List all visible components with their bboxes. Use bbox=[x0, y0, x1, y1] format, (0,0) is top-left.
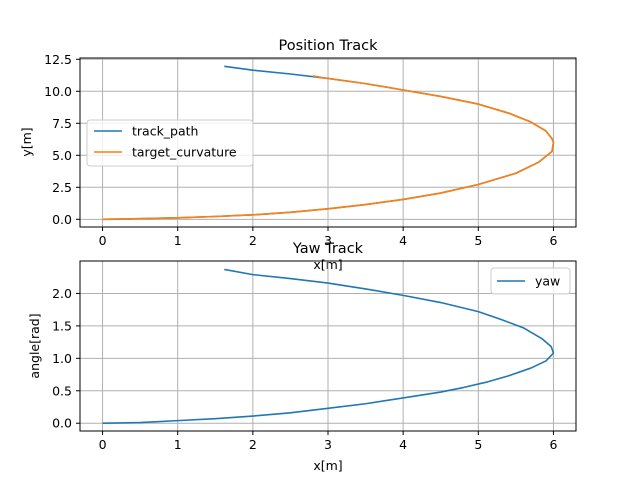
position-ticks: 0 1 2 3 4 5 6 0.0 2.5 5.0 7.5 10.0 12.5 bbox=[44, 52, 557, 248]
position-title: Position Track bbox=[278, 38, 378, 54]
yaw-y-tick-label: 2.0 bbox=[52, 286, 72, 301]
yaw-x-tick-label: 4 bbox=[399, 437, 407, 452]
position-x-tick-label: 3 bbox=[324, 233, 332, 248]
legend-label-yaw: yaw bbox=[535, 274, 560, 289]
position-x-tick-label: 6 bbox=[549, 233, 557, 248]
yaw-x-tick-label: 0 bbox=[99, 437, 107, 452]
yaw-ticks: 0 1 2 3 4 5 6 0.0 0.5 1.0 1.5 2.0 bbox=[52, 286, 557, 452]
position-x-tick-label: 0 bbox=[99, 233, 107, 248]
yaw-y-label: angle[rad] bbox=[27, 313, 42, 378]
position-x-tick-label: 2 bbox=[249, 233, 257, 248]
position-y-tick-label: 2.5 bbox=[52, 180, 72, 195]
yaw-title: Yaw Track bbox=[292, 241, 364, 257]
position-x-tick-label: 4 bbox=[399, 233, 407, 248]
yaw-x-tick-label: 2 bbox=[249, 437, 257, 452]
yaw-y-tick-label: 1.5 bbox=[52, 318, 72, 333]
position-y-tick-label: 0.0 bbox=[52, 212, 72, 227]
yaw-series-lines bbox=[102, 268, 555, 425]
yaw-x-tick-label: 1 bbox=[174, 437, 182, 452]
yaw-y-tick-label: 0.5 bbox=[52, 383, 72, 398]
position-y-label: y[m] bbox=[19, 127, 34, 156]
yaw-y-tick-label: 0.0 bbox=[52, 416, 72, 431]
yaw-track-chart: 0 1 2 3 4 5 6 0.0 0.5 1.0 1.5 2.0 Yaw Track x[m] an… bbox=[27, 241, 577, 473]
yaw-x-tick-label: 5 bbox=[474, 437, 482, 452]
legend-label-target-curvature: target_curvature bbox=[132, 145, 237, 160]
position-series-lines bbox=[102, 65, 555, 221]
position-y-tick-label: 12.5 bbox=[44, 52, 72, 67]
yaw-legend-box bbox=[490, 267, 571, 295]
position-x-tick-label: 1 bbox=[174, 233, 182, 248]
yaw-legend: yaw bbox=[490, 267, 571, 295]
position-y-tick-label: 10.0 bbox=[44, 84, 72, 99]
position-y-tick-label: 5.0 bbox=[52, 148, 72, 163]
yaw-x-tick-label: 3 bbox=[324, 437, 332, 452]
position-y-tick-label: 7.5 bbox=[52, 116, 72, 131]
position-x-tick-label: 5 bbox=[474, 233, 482, 248]
series-line-target-curvature bbox=[102, 75, 555, 221]
series-line-yaw bbox=[102, 268, 555, 425]
position-track-chart: 0 1 2 3 4 5 6 0.0 2.5 5.0 7.5 10.0 12.5 Position Tra… bbox=[19, 38, 577, 272]
legend-label-track-path: track_path bbox=[132, 124, 198, 139]
yaw-x-label: x[m] bbox=[313, 458, 342, 473]
yaw-y-tick-label: 1.0 bbox=[52, 351, 72, 366]
position-legend: track_path target_curvature bbox=[86, 119, 254, 167]
yaw-x-tick-label: 6 bbox=[549, 437, 557, 452]
position-legend-box bbox=[86, 119, 254, 167]
